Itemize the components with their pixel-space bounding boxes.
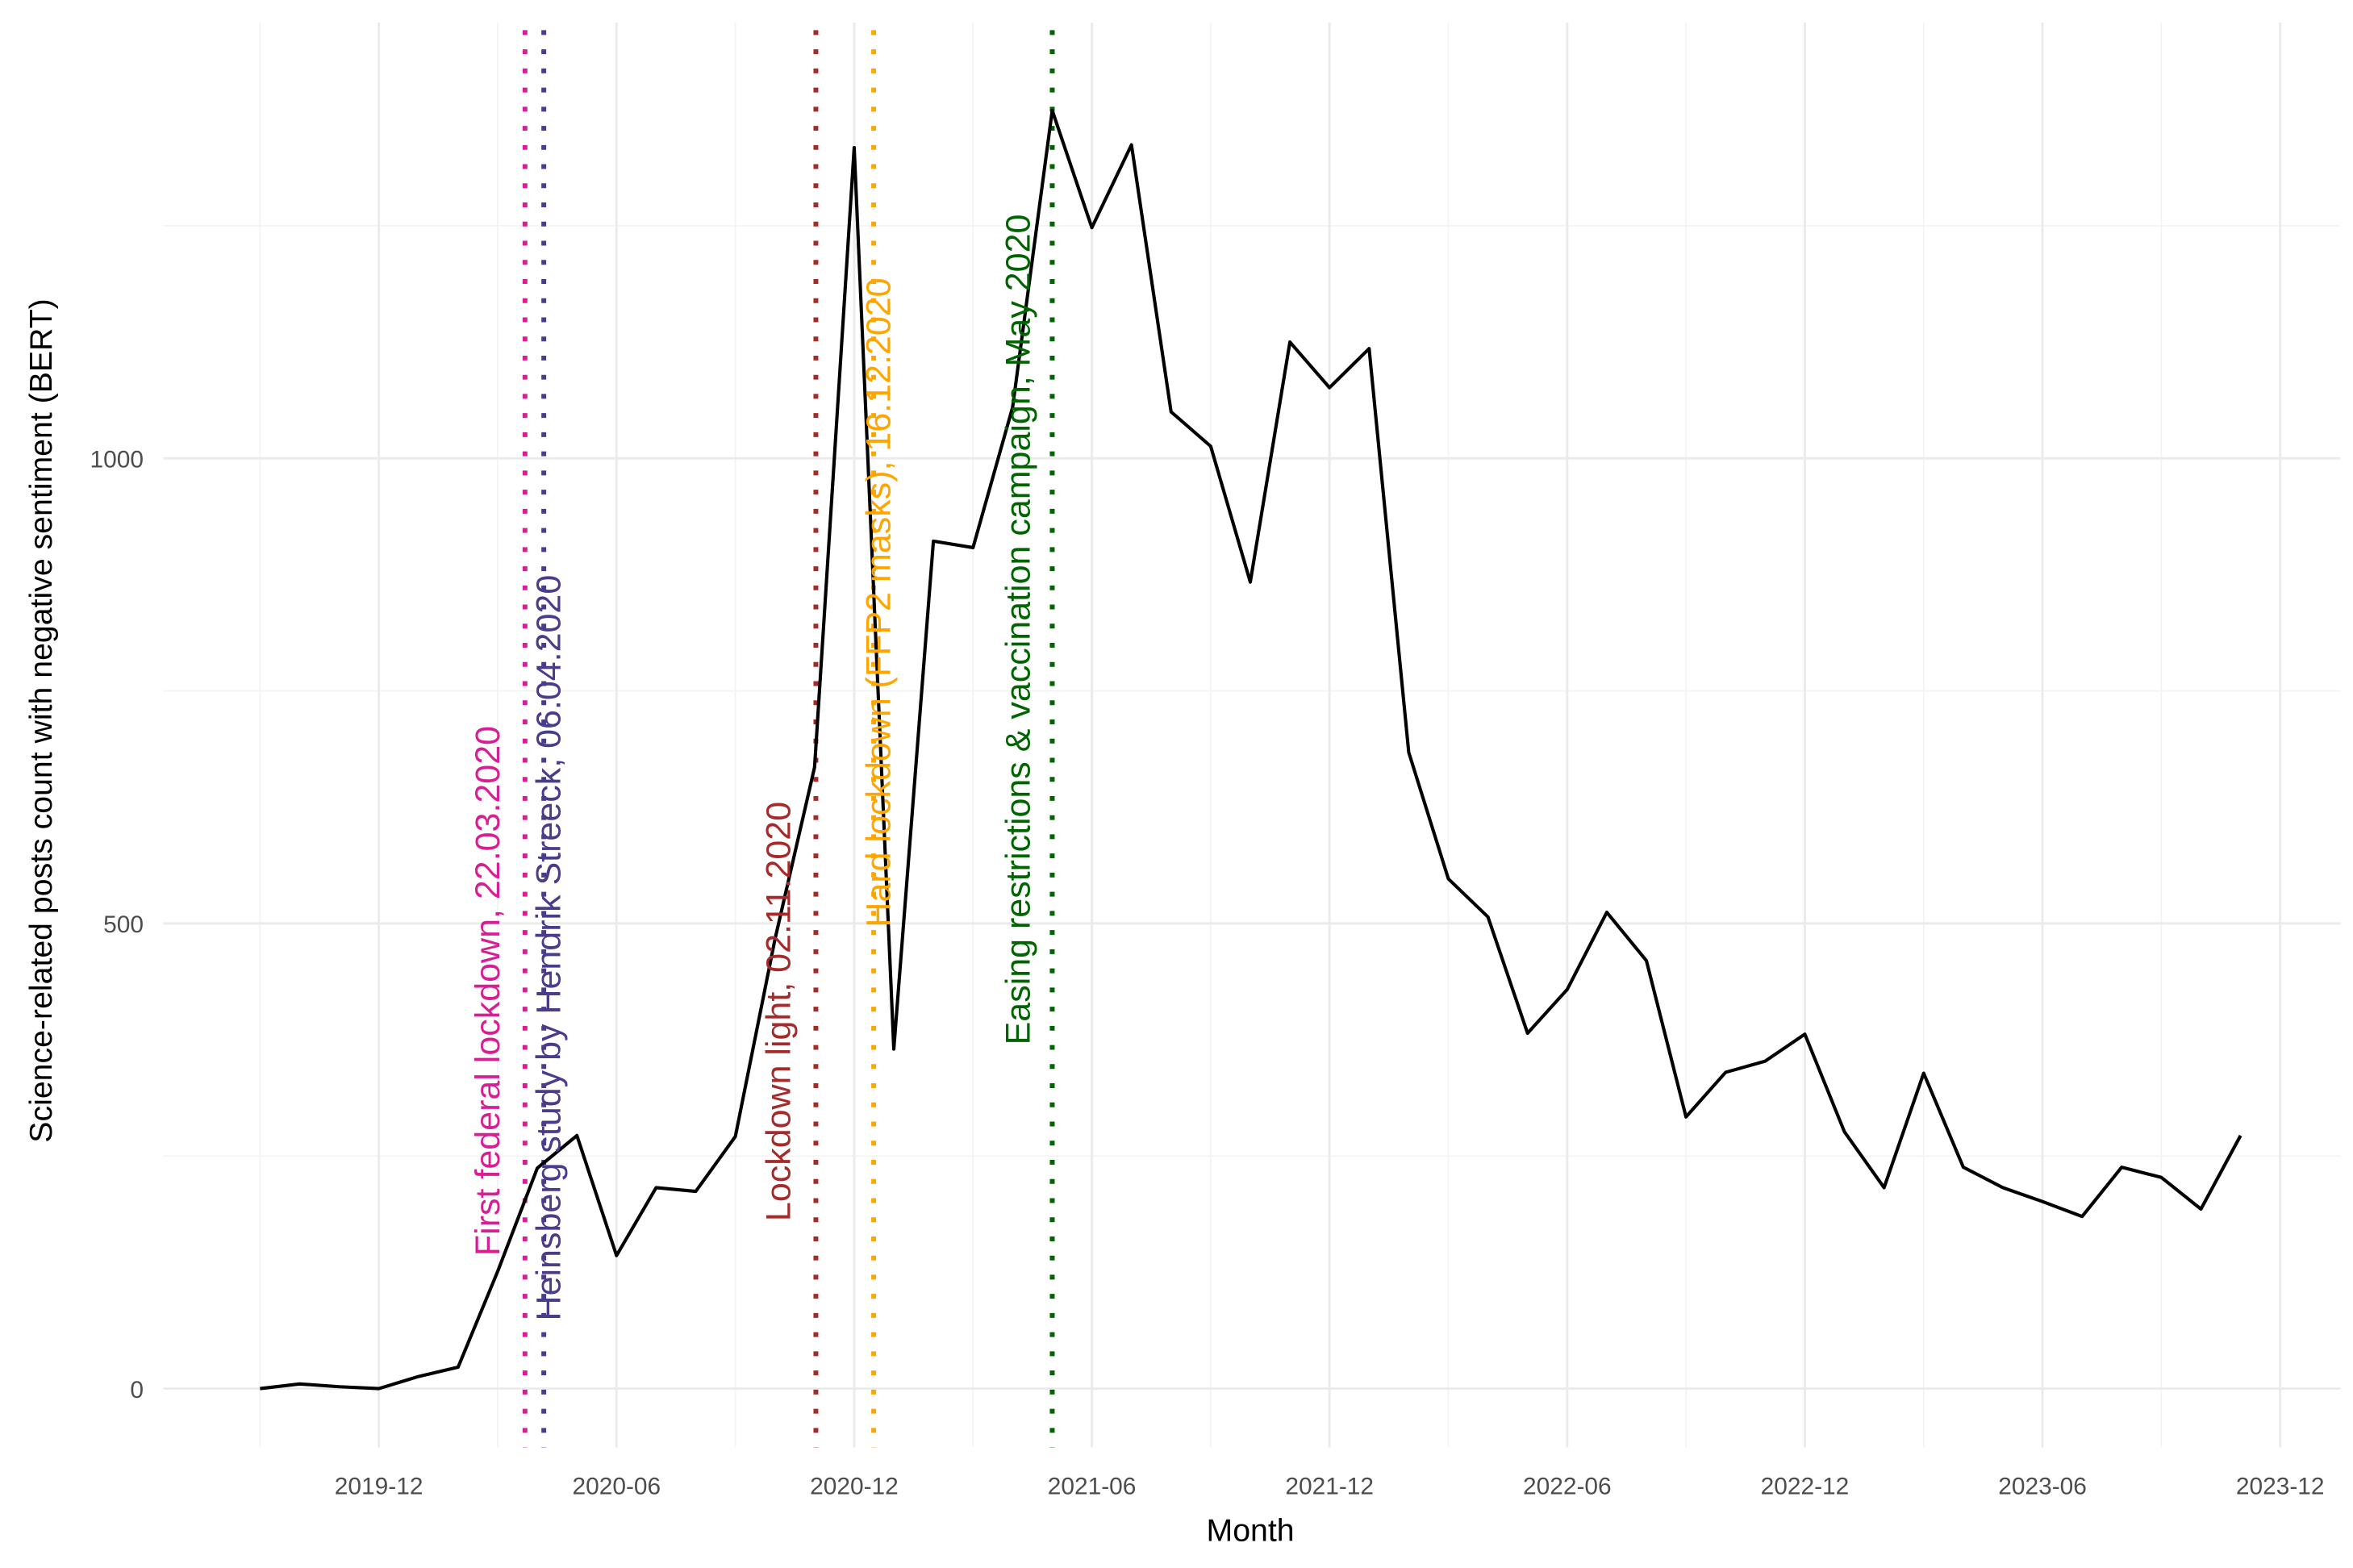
x-tick-label: 2019-12 (335, 1473, 423, 1499)
x-tick-label: 2021-12 (1285, 1473, 1374, 1499)
event-label: Hard lockdown (FFP2 masks), 16.12.2020 (860, 277, 899, 927)
y-axis-title: Science-related posts count with negativ… (23, 298, 59, 1142)
x-tick-label: 2022-12 (1761, 1473, 1850, 1499)
y-axis-ticks: 0 500 1000 (90, 446, 144, 1403)
x-tick-label: 2023-06 (1998, 1473, 2087, 1499)
y-tick-label: 0 (130, 1377, 144, 1403)
event-label: Lockdown light, 02.11.2020 (760, 802, 799, 1221)
x-axis-ticks: 2019-12 2020-06 2020-12 2021-06 2021-12 2022-… (335, 1473, 2325, 1499)
event-labels: First federal lockdown, 22.03.2020 Heinsb… (469, 215, 1037, 1321)
x-axis-title: Month (1207, 1512, 1295, 1548)
event-label: Heinsberg study by Hendrik Streeck, 06.0… (530, 575, 569, 1321)
x-tick-label: 2021-06 (1048, 1473, 1137, 1499)
x-tick-label: 2023-12 (2236, 1473, 2325, 1499)
x-tick-label: 2020-06 (572, 1473, 661, 1499)
series (260, 108, 2242, 1391)
event-label: First federal lockdown, 22.03.2020 (469, 726, 507, 1256)
y-tick-label: 500 (103, 911, 144, 938)
event-label: Easing restrictions & vaccination campai… (999, 215, 1037, 1045)
y-tick-label: 1000 (90, 446, 144, 473)
x-tick-label: 2020-12 (810, 1473, 899, 1499)
x-tick-label: 2022-06 (1523, 1473, 1612, 1499)
